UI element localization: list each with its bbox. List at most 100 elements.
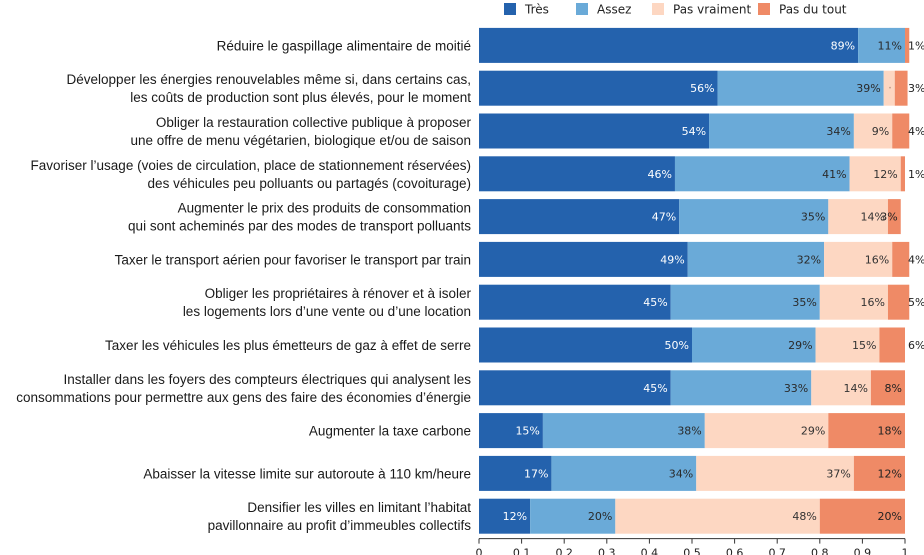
- bar-segment: [709, 113, 854, 149]
- bar-segment: [479, 455, 552, 491]
- bar-segment: [853, 455, 905, 491]
- data-label: 15%: [852, 339, 876, 352]
- category-label-line: Taxer les véhicules les plus émetteurs d…: [105, 338, 471, 353]
- bar-segment: [894, 70, 908, 106]
- category-label-line: pavillonnaire au profit d’immeubles coll…: [208, 518, 472, 533]
- bar-segment: [479, 27, 859, 63]
- bar-segment: [479, 156, 675, 192]
- data-label: 89%: [831, 39, 855, 52]
- category-label: Développer les énergies renouvelables mê…: [67, 72, 472, 105]
- bar-segment: [674, 156, 850, 192]
- bar-segment: [479, 70, 718, 106]
- data-label: 15%: [515, 425, 539, 438]
- legend-label-3: Pas du tout: [779, 3, 847, 17]
- data-label: 37%: [826, 467, 850, 480]
- bar-segment: [887, 199, 901, 235]
- data-label: 34%: [669, 467, 693, 480]
- data-label: 5%: [908, 296, 924, 309]
- category-label-line: Abaisser la vitesse limite sur autoroute…: [143, 466, 471, 481]
- bar-segment: [717, 70, 884, 106]
- bar-segment: [887, 284, 910, 320]
- category-label-line: Obliger la restauration collective publi…: [156, 115, 472, 130]
- category-label-line: des véhicules peu polluants ou partagés …: [148, 176, 471, 191]
- bar-segment: [530, 498, 616, 534]
- category-label: Favoriser l’usage (voies de circulation,…: [31, 158, 471, 191]
- data-label: 12%: [873, 168, 897, 181]
- bar-segment: [479, 498, 531, 534]
- data-label: 35%: [801, 211, 825, 224]
- bar-segment: [687, 241, 825, 277]
- data-label: 33%: [784, 382, 808, 395]
- legend-label-1: Assez: [597, 3, 631, 17]
- data-label: 35%: [792, 296, 816, 309]
- category-label: Augmenter le prix des produits de consom…: [128, 201, 471, 234]
- category-label: Abaisser la vitesse limite sur autoroute…: [143, 466, 471, 481]
- data-label: 41%: [822, 168, 846, 181]
- bar-segment: [811, 370, 871, 406]
- data-label: 9%: [872, 125, 889, 138]
- category-label-line: Taxer le transport aérien pour favoriser…: [115, 252, 471, 267]
- category-label: Réduire le gaspillage alimentaire de moi…: [217, 38, 471, 53]
- data-label: 12%: [878, 467, 902, 480]
- category-label-line: Favoriser l’usage (voies de circulation,…: [31, 158, 471, 173]
- x-tick-label: 0: [476, 547, 483, 555]
- category-label-line: Densifier les villes en limitant l’habit…: [247, 500, 471, 515]
- bar-segment: [670, 370, 812, 406]
- bar-segment: [853, 113, 893, 149]
- data-label: 12%: [503, 510, 527, 523]
- data-label: 6%: [908, 339, 924, 352]
- data-label: 48%: [792, 510, 816, 523]
- x-tick-label: 0.6: [726, 547, 744, 555]
- x-tick-label: 0.5: [683, 547, 701, 555]
- category-label: Taxer le transport aérien pour favoriser…: [115, 252, 471, 267]
- data-label: 45%: [643, 296, 667, 309]
- data-label: 47%: [652, 211, 676, 224]
- x-tick-label: 0.8: [811, 547, 829, 555]
- data-label: 4%: [908, 253, 924, 266]
- bar-segment: [696, 455, 854, 491]
- data-label: 20%: [588, 510, 612, 523]
- bar-segment: [479, 413, 543, 449]
- category-label: Taxer les véhicules les plus émetteurs d…: [105, 338, 471, 353]
- legend-swatch-1: [576, 3, 588, 15]
- data-label: 3%: [908, 82, 924, 95]
- category-label: Installer dans les foyers des compteurs …: [16, 372, 471, 405]
- data-label: 17%: [524, 467, 548, 480]
- category-label: Obliger la restauration collective publi…: [131, 115, 472, 148]
- bar-segment: [892, 241, 910, 277]
- bar-segment: [900, 156, 905, 192]
- data-label: 14%: [861, 211, 885, 224]
- category-label-line: Augmenter le prix des produits de consom…: [178, 201, 471, 216]
- category-label-line: Réduire le gaspillage alimentaire de moi…: [217, 38, 471, 53]
- category-label: Augmenter la taxe carbone: [309, 424, 471, 439]
- x-tick-label: 0.1: [513, 547, 531, 555]
- bar-segment: [479, 241, 688, 277]
- bar-segment: [479, 199, 680, 235]
- bar-segment: [692, 327, 816, 363]
- bar-segment: [479, 284, 671, 320]
- data-label: 46%: [648, 168, 672, 181]
- bar-segment: [828, 413, 905, 449]
- data-label: 11%: [878, 39, 902, 52]
- data-label: 54%: [682, 125, 706, 138]
- x-tick-label: 0.7: [768, 547, 786, 555]
- data-label: 16%: [865, 253, 889, 266]
- bar-segment: [905, 27, 910, 63]
- data-label: 20%: [878, 510, 902, 523]
- bar-segment: [679, 199, 829, 235]
- bar-segment: [849, 156, 901, 192]
- data-label: 29%: [788, 339, 812, 352]
- x-tick-label: 0.9: [854, 547, 872, 555]
- data-label: 50%: [665, 339, 689, 352]
- bar-segment: [542, 413, 705, 449]
- data-label: 14%: [843, 382, 867, 395]
- category-label-line: Augmenter la taxe carbone: [309, 424, 471, 439]
- category-label-line: une offre de menu végétarien, biologique…: [131, 133, 472, 148]
- bar-segment: [479, 327, 692, 363]
- category-label: Densifier les villes en limitant l’habit…: [208, 500, 472, 533]
- bar-segment: [551, 455, 697, 491]
- legend-swatch-2: [652, 3, 664, 15]
- bar-segment: [819, 498, 905, 534]
- data-label: 56%: [690, 82, 714, 95]
- category-label: Obliger les propriétaires à rénover et à…: [183, 286, 472, 319]
